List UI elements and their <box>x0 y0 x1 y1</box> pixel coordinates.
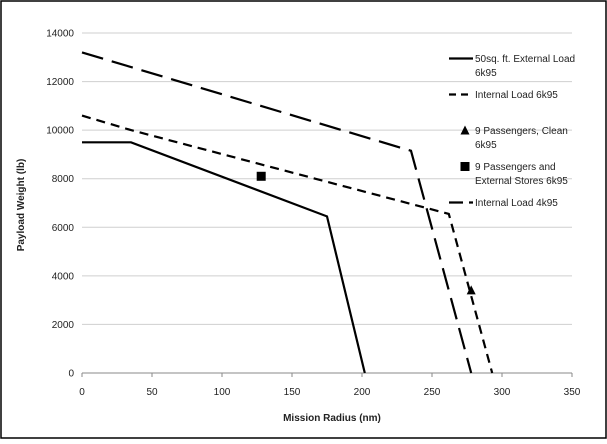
legend-label: 6k95 <box>475 68 497 79</box>
x-tick-label: 200 <box>354 387 371 398</box>
x-tick-label: 300 <box>494 387 511 398</box>
y-tick-label: 8000 <box>52 174 75 185</box>
legend-label: Internal Load 6k95 <box>475 90 558 101</box>
grid-layer <box>82 32 572 325</box>
legend-symbol-square <box>460 162 470 171</box>
x-tick-label: 0 <box>79 387 85 398</box>
x-axis-title: Mission Radius (nm) <box>283 413 381 424</box>
legend-symbol-triangle <box>460 125 470 135</box>
y-tick-label: 4000 <box>52 271 75 282</box>
series-layer <box>81 51 494 374</box>
legend-label: External Stores 6k95 <box>475 176 568 187</box>
series-line-1 <box>82 141 366 374</box>
x-tick-label: 250 <box>424 387 441 398</box>
y-tick-label: 10000 <box>46 126 74 137</box>
legend-label: 6k95 <box>475 140 497 151</box>
x-tick-label: 150 <box>284 387 301 398</box>
series-line-2 <box>81 114 494 374</box>
y-tick-label: 0 <box>68 369 74 380</box>
legend-label: 9 Passengers and <box>475 162 556 173</box>
legend-label: 50sq. ft. External Load <box>475 54 575 65</box>
legend-label: Internal Load 4k95 <box>475 198 558 209</box>
x-tick-label: 50 <box>146 387 158 398</box>
points-layer <box>256 171 476 295</box>
y-axis-title: Payload Weight (lb) <box>16 159 27 252</box>
legend-label: 9 Passengers, Clean <box>475 126 568 137</box>
axis-layer: 0 2000 4000 6000 8000 10000 12000 14000 0 50 100 15… <box>46 29 581 399</box>
legend-layer: 50sq. ft. External Load 6k95 Internal Load… <box>449 54 575 209</box>
x-tick-label: 100 <box>214 387 231 398</box>
y-tick-label: 12000 <box>46 77 74 88</box>
data-point-triangle <box>466 285 476 295</box>
y-tick-label: 14000 <box>46 29 74 40</box>
series-line-3 <box>81 51 473 374</box>
x-tick-label: 350 <box>564 387 581 398</box>
data-point-square <box>256 171 266 181</box>
y-tick-label: 6000 <box>52 223 75 234</box>
y-tick-label: 2000 <box>52 320 75 331</box>
